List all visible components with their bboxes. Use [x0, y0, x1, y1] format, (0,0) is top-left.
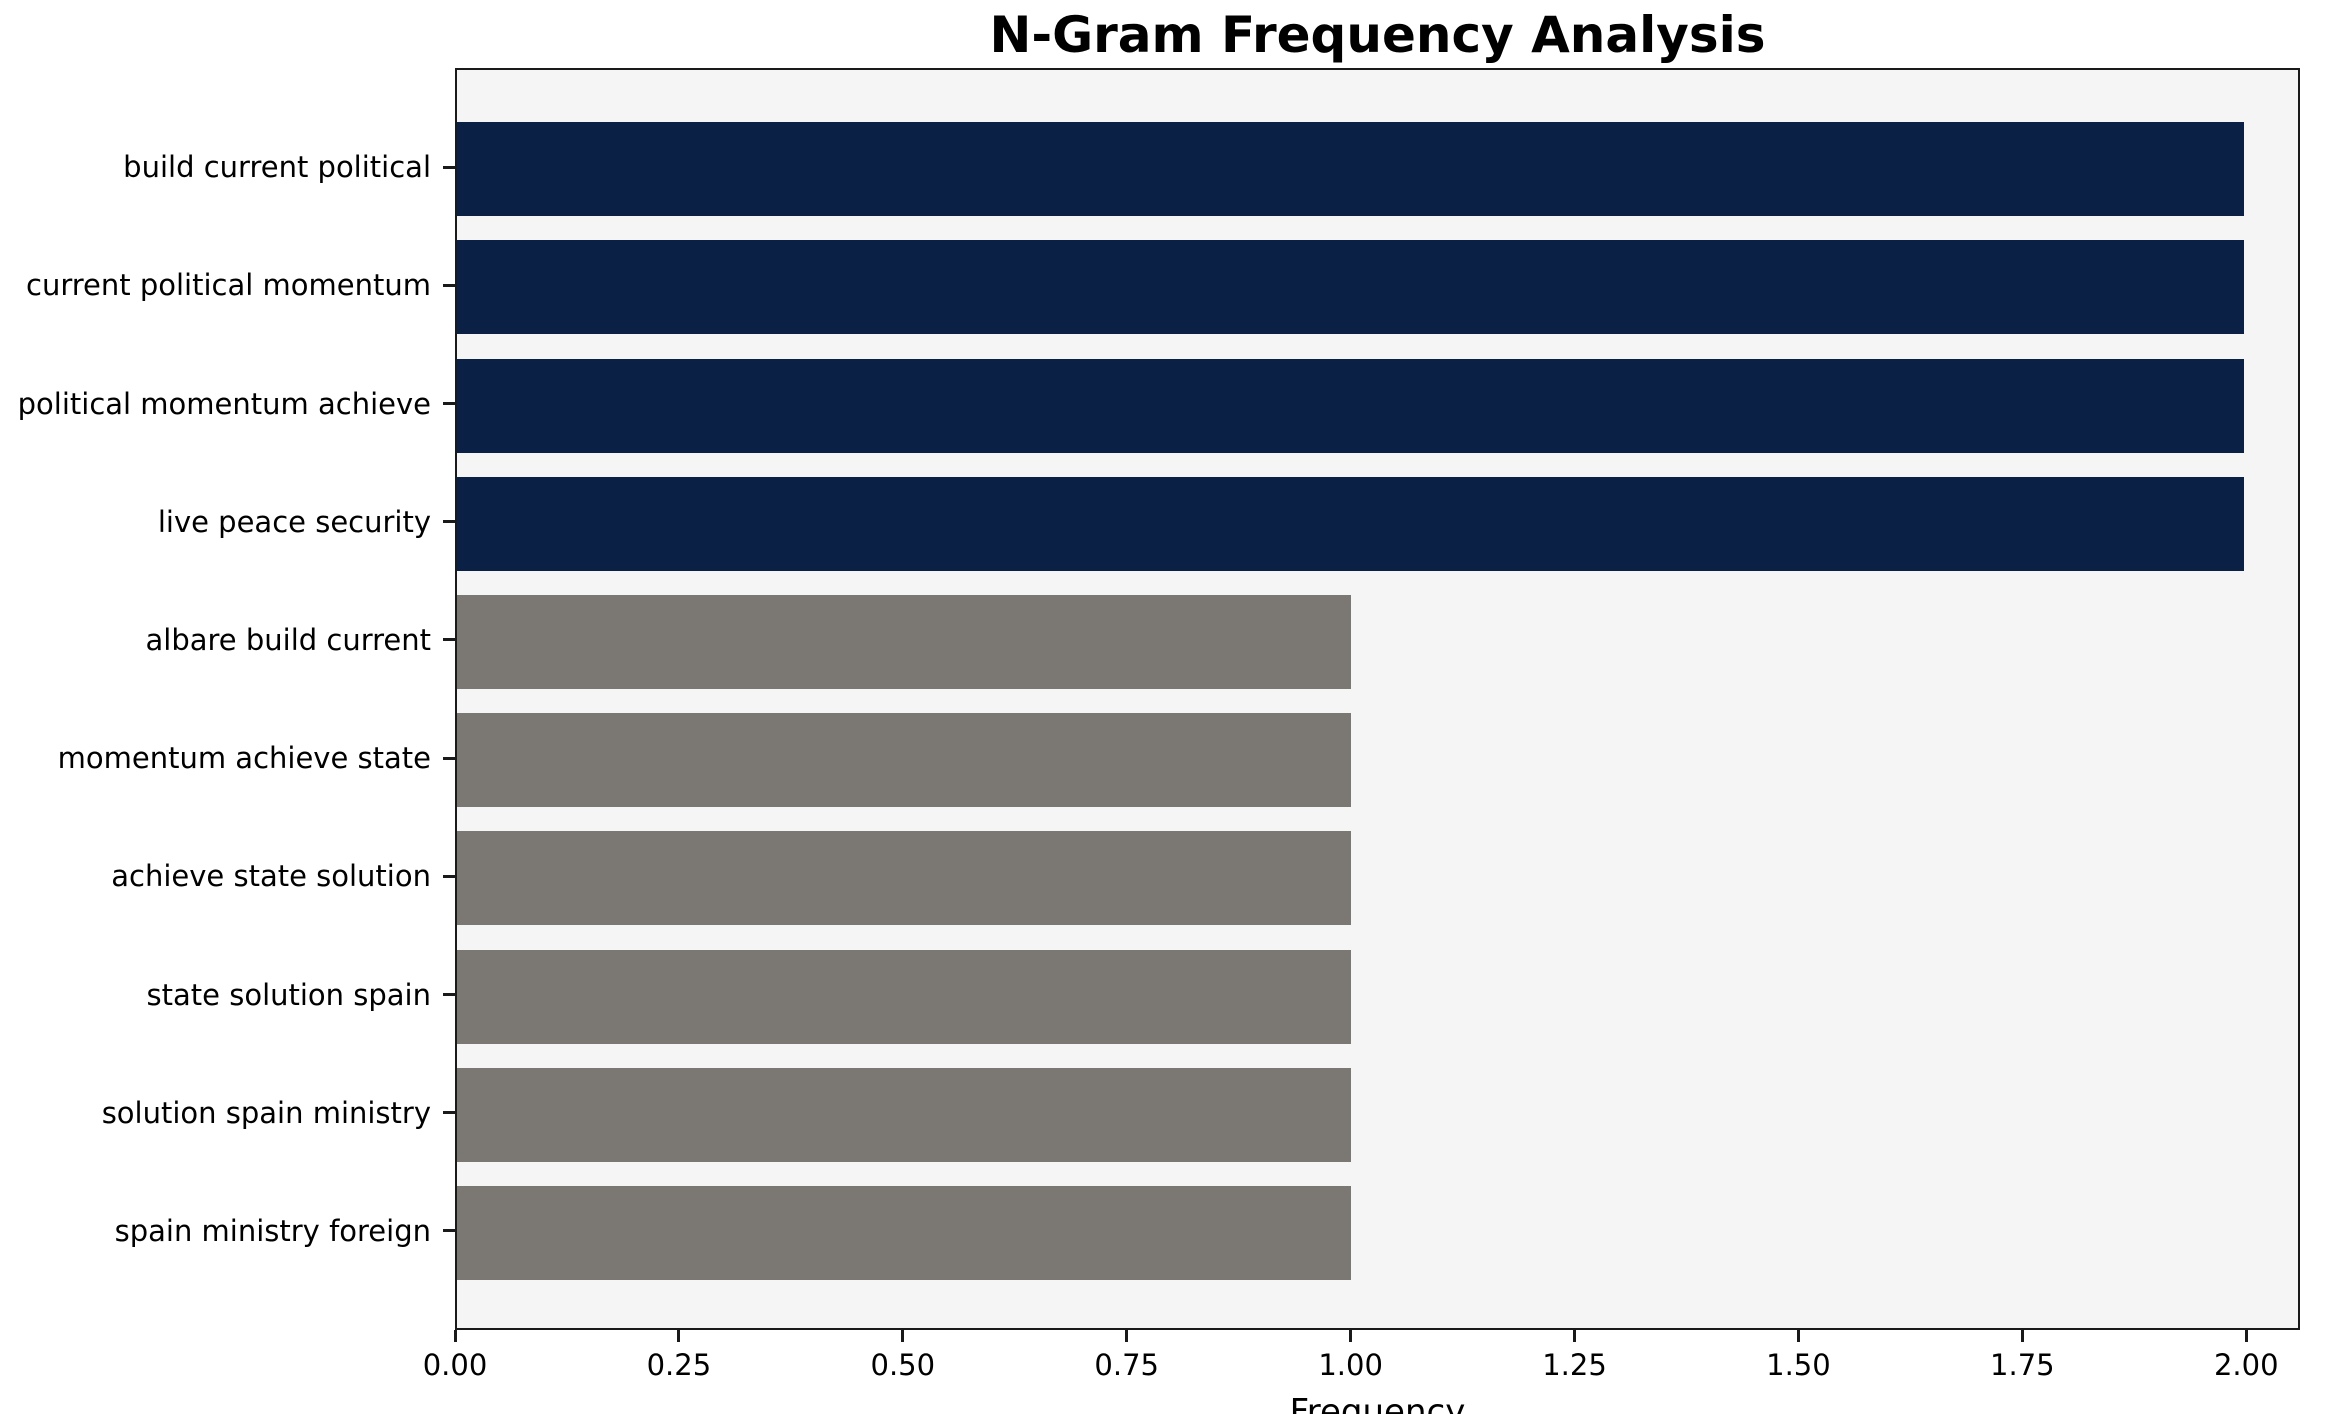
chart-title: N-Gram Frequency Analysis [989, 6, 1766, 64]
x-tick-mark [2244, 1330, 2248, 1342]
y-tick-label: achieve state solution [111, 859, 431, 894]
x-tick-label: 0.25 [646, 1348, 712, 1382]
bar [457, 1067, 1351, 1162]
y-tick-label: build current political [123, 150, 431, 185]
x-tick-label: 1.00 [1318, 1348, 1383, 1382]
x-tick-label: 0.50 [870, 1348, 936, 1382]
y-tick-label: state solution spain [146, 977, 431, 1012]
bar [457, 831, 1351, 926]
y-tick-label: political momentum achieve [17, 386, 431, 421]
bar [457, 122, 2245, 217]
x-tick-mark [1125, 1330, 1129, 1342]
y-tick-label: solution spain ministry [101, 1095, 431, 1130]
x-tick-mark [1573, 1330, 1577, 1342]
y-tick-mark [443, 1229, 455, 1233]
x-tick-label: 1.50 [1766, 1348, 1831, 1382]
bar [457, 713, 1351, 808]
x-tick-label: 1.25 [1542, 1348, 1607, 1382]
plot-area [455, 68, 2300, 1330]
y-tick-label: current political momentum [26, 268, 431, 303]
bar [457, 1185, 1351, 1280]
x-axis-label: Frequency [1289, 1392, 1466, 1414]
y-tick-mark [443, 638, 455, 642]
y-tick-label: live peace security [157, 504, 431, 539]
x-tick-label: 2.00 [2213, 1348, 2279, 1382]
x-tick-label: 0.75 [1094, 1348, 1159, 1382]
y-tick-mark [443, 993, 455, 996]
y-tick-label: spain ministry foreign [114, 1213, 431, 1248]
y-tick-mark [443, 520, 455, 524]
x-tick-label: 1.75 [1990, 1348, 2055, 1382]
bar [457, 949, 1351, 1044]
y-tick-mark [443, 874, 455, 878]
y-tick-mark [443, 402, 455, 405]
x-tick-mark [1796, 1330, 1800, 1342]
bar [457, 358, 2245, 453]
x-tick-mark [2020, 1330, 2024, 1342]
x-tick-mark [677, 1330, 681, 1342]
y-tick-label: albare build current [145, 622, 432, 657]
x-tick-mark [901, 1330, 905, 1342]
bar [457, 594, 1351, 689]
x-tick-mark [1349, 1330, 1353, 1342]
y-tick-mark [443, 165, 455, 169]
x-tick-mark [453, 1330, 457, 1342]
y-tick-label: momentum achieve state [57, 741, 431, 776]
y-tick-mark [443, 1111, 455, 1115]
x-tick-label: 0.00 [422, 1348, 488, 1382]
y-tick-mark [443, 756, 455, 760]
bar [457, 476, 2245, 571]
bar [457, 240, 2245, 335]
y-tick-mark [443, 283, 455, 287]
